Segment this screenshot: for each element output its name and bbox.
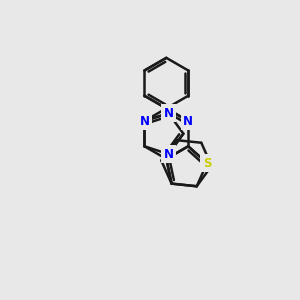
Text: S: S [203, 157, 211, 170]
Text: N: N [164, 148, 173, 160]
Text: N: N [183, 115, 193, 128]
Text: N: N [140, 115, 149, 128]
Text: N: N [164, 107, 173, 120]
